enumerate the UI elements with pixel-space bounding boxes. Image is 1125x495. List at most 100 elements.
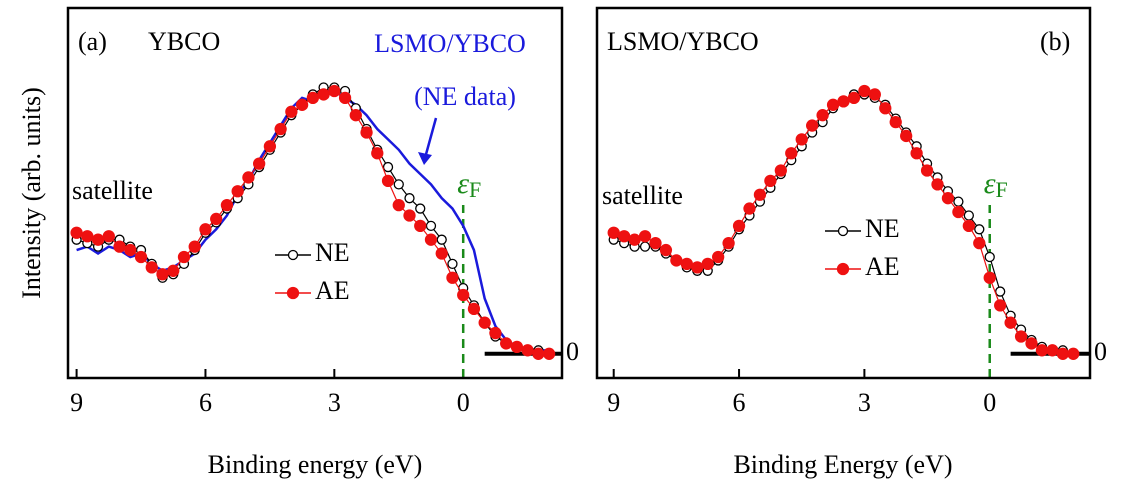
marker [701, 257, 714, 271]
marker [962, 219, 975, 233]
marker [994, 299, 1007, 312]
marker [618, 230, 631, 243]
marker [785, 147, 798, 160]
marker [963, 210, 974, 221]
marker [1056, 347, 1069, 360]
marker [435, 247, 448, 260]
marker [392, 198, 405, 212]
series-line [76, 90, 550, 355]
panel-title: YBCO [148, 27, 220, 56]
marker [414, 219, 427, 233]
marker [102, 230, 115, 243]
y-tick-label: 0 [1094, 337, 1107, 366]
marker [910, 147, 923, 160]
x-tick-label: 9 [607, 388, 620, 417]
marker [510, 340, 524, 354]
series-line [613, 93, 1074, 355]
marker [1014, 330, 1028, 343]
marker [952, 205, 965, 219]
marker [263, 140, 277, 153]
marker [188, 240, 201, 253]
marker [478, 316, 491, 329]
x-tick-label: 3 [858, 388, 871, 417]
x-tick-label: 3 [328, 388, 341, 417]
marker [659, 243, 673, 257]
legend-label: AE [865, 252, 900, 281]
panel-label: (b) [1040, 27, 1070, 56]
marker [436, 234, 447, 245]
marker [638, 230, 652, 243]
marker [1067, 347, 1080, 360]
fermi-label: εF [984, 167, 1008, 202]
x-tick-label: 9 [70, 388, 83, 417]
marker [847, 91, 861, 105]
marker [393, 179, 404, 190]
marker [983, 271, 996, 284]
x-axis-label: Binding energy (eV) [208, 450, 423, 479]
marker [381, 174, 395, 188]
legend-label: NE [865, 214, 900, 243]
legend-label: AE [315, 276, 350, 305]
marker [941, 192, 955, 205]
marker [145, 261, 158, 274]
marker [425, 220, 437, 232]
marker [868, 88, 881, 101]
marker [295, 98, 309, 111]
fermi-subscript: F [996, 177, 1008, 202]
marker [253, 157, 266, 170]
arrow-head [418, 152, 432, 165]
legend-marker [286, 286, 300, 300]
marker [124, 243, 137, 257]
x-tick-label: 6 [199, 388, 212, 417]
marker [404, 193, 415, 204]
marker [446, 271, 459, 284]
marker [670, 254, 683, 267]
marker [542, 347, 556, 360]
legend-marker [836, 262, 850, 276]
marker [242, 171, 255, 184]
marker [532, 347, 545, 360]
marker [722, 236, 735, 250]
legend-marker [287, 249, 299, 261]
marker [712, 250, 725, 264]
marker [795, 133, 808, 146]
marker [489, 326, 502, 340]
marker [328, 84, 341, 98]
marker [974, 224, 985, 235]
fermi-label: εF [457, 167, 481, 202]
marker [167, 264, 180, 277]
marker [837, 95, 850, 108]
marker [415, 203, 426, 214]
marker [931, 178, 944, 191]
legend-label: NE [315, 238, 350, 267]
marker [447, 258, 458, 270]
marker [816, 109, 829, 122]
panel-title: LSMO/YBCO [607, 27, 759, 56]
marker [70, 226, 83, 239]
x-tick-label: 0 [983, 388, 996, 417]
marker [338, 91, 352, 105]
series-label: LSMO/YBCO [374, 29, 526, 58]
marker [879, 102, 892, 115]
marker [691, 261, 704, 274]
marker [607, 226, 620, 239]
marker [382, 161, 394, 173]
annotation: (NE data) [414, 82, 516, 111]
plot-frame [66, 6, 564, 380]
marker [984, 251, 995, 263]
marker [220, 198, 234, 212]
marker [113, 240, 126, 253]
marker [680, 257, 693, 271]
marker [1046, 344, 1059, 357]
marker [953, 196, 964, 207]
marker [467, 302, 481, 315]
marker [889, 115, 902, 129]
x-axis-label: Binding Energy (eV) [733, 450, 952, 479]
marker [753, 188, 767, 201]
marker [973, 236, 986, 250]
marker [521, 344, 534, 357]
marker [231, 185, 244, 198]
marker [1004, 316, 1017, 329]
series-line [613, 90, 1074, 355]
